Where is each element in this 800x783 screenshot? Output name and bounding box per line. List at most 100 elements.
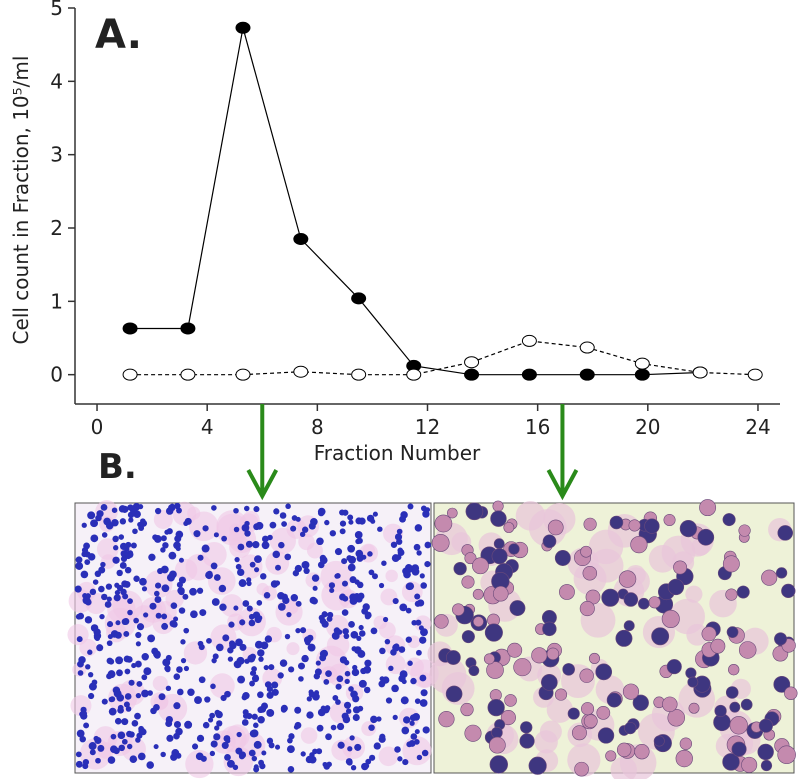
cell (76, 729, 85, 738)
cell (246, 605, 253, 612)
cell (323, 679, 330, 685)
cell (133, 617, 139, 624)
cell (101, 593, 108, 601)
cell (347, 746, 353, 752)
cell (321, 611, 328, 618)
cell (124, 693, 132, 700)
cell (165, 666, 171, 673)
x-tick-label: 8 (311, 415, 324, 439)
cell (195, 752, 204, 761)
cell (414, 698, 421, 704)
cell (84, 616, 93, 624)
cell (337, 741, 345, 749)
cell (116, 669, 123, 677)
cell (138, 504, 144, 510)
cell (528, 756, 547, 775)
cell (225, 738, 231, 744)
cell (216, 720, 223, 727)
cell (761, 569, 778, 586)
cell (96, 644, 104, 652)
data-point (747, 368, 763, 381)
cell (378, 735, 386, 743)
cell (141, 689, 149, 698)
cell (324, 705, 331, 711)
cell (662, 696, 678, 713)
cell (210, 683, 216, 690)
cell (75, 760, 83, 768)
cell (95, 514, 102, 522)
cell (420, 505, 427, 512)
cell (312, 585, 318, 591)
cell (251, 675, 260, 683)
cell (246, 577, 252, 583)
cell (422, 726, 430, 734)
cell (472, 557, 489, 575)
cell (382, 616, 389, 623)
stain (546, 696, 574, 723)
cell (562, 663, 575, 676)
cell (260, 573, 267, 580)
cell (306, 711, 314, 719)
cell (468, 665, 480, 677)
cell (368, 724, 375, 731)
cell (160, 751, 166, 758)
cell (679, 737, 693, 750)
x-tick-label: 20 (635, 415, 660, 439)
cell (125, 706, 132, 712)
cell (114, 631, 122, 639)
cell (215, 643, 224, 652)
cell (161, 584, 170, 593)
cell (597, 727, 615, 744)
cell (235, 563, 242, 570)
cell (413, 543, 421, 551)
cell (357, 592, 365, 600)
panel-label: A. (95, 12, 142, 58)
cell (391, 684, 399, 693)
cell (77, 660, 84, 668)
cell (118, 505, 127, 513)
cell (774, 632, 788, 646)
cell (193, 530, 201, 538)
cell (632, 694, 649, 711)
stain (378, 746, 399, 767)
cell (579, 668, 594, 683)
cell (582, 565, 598, 581)
cell (82, 596, 91, 605)
cell (419, 573, 425, 579)
cell (76, 636, 83, 643)
cell (88, 682, 97, 691)
stain (429, 656, 467, 694)
cell (317, 708, 326, 717)
cell (277, 672, 284, 679)
cell (126, 743, 133, 750)
cell (153, 704, 160, 711)
cell (112, 556, 120, 564)
cell (277, 591, 285, 600)
cell (184, 720, 193, 729)
cell (666, 659, 682, 675)
cell (301, 654, 309, 663)
cell (140, 519, 148, 527)
cell (87, 672, 94, 678)
cell (184, 517, 192, 525)
cell (128, 517, 134, 523)
cell (79, 735, 86, 743)
cell (416, 754, 423, 761)
stain (185, 749, 214, 779)
cell (400, 696, 409, 705)
cell (364, 763, 370, 769)
cell (286, 612, 292, 618)
cell (254, 640, 263, 649)
cell (334, 548, 343, 556)
cell (328, 582, 336, 589)
cell (486, 661, 504, 679)
stain (256, 582, 269, 596)
cell (271, 681, 279, 689)
cell (275, 564, 281, 571)
y-tick-label: 5 (50, 0, 63, 20)
cell (133, 575, 140, 582)
cell (346, 555, 353, 562)
cell (74, 585, 82, 593)
cell (242, 709, 249, 716)
